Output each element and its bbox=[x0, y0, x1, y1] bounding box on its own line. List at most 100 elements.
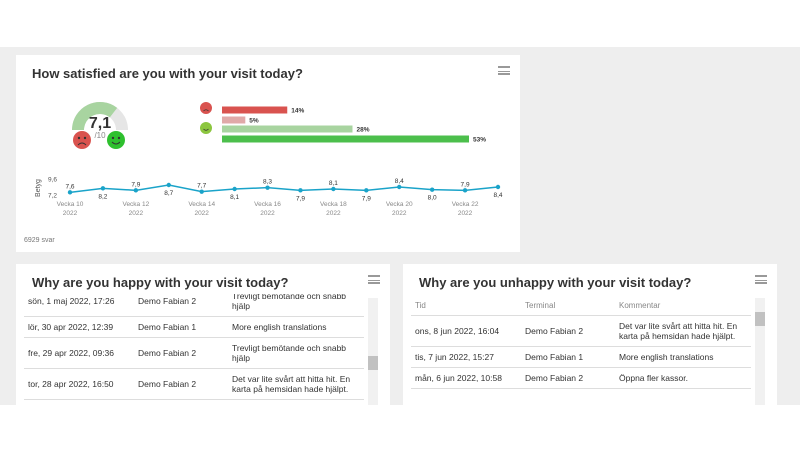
menu-button[interactable] bbox=[368, 275, 380, 284]
trend-point bbox=[364, 188, 369, 193]
trend-point bbox=[298, 188, 303, 193]
table-cell: Öppna fler kassor. bbox=[619, 373, 688, 383]
bar-value-label: 5% bbox=[249, 118, 259, 125]
distribution-bar bbox=[222, 135, 469, 143]
x-tick-label: Vecka 16 bbox=[254, 201, 281, 208]
y-tick-label: 7,2 bbox=[48, 193, 57, 200]
header-cell: Terminal bbox=[525, 301, 556, 310]
happy-face-small bbox=[200, 122, 212, 134]
happy-card: Why are you happy with your visit today?… bbox=[16, 264, 390, 405]
trend-point bbox=[331, 186, 336, 192]
point-label: 7,7 bbox=[197, 183, 206, 190]
point-label: 7,6 bbox=[65, 183, 74, 190]
menu-button[interactable] bbox=[498, 66, 510, 75]
x-tick-label: Vecka 20 bbox=[386, 201, 413, 208]
table-cell: More english translations bbox=[619, 352, 714, 362]
scroll-thumb[interactable] bbox=[755, 312, 765, 326]
table-cell: Demo Fabian 1 bbox=[525, 352, 584, 362]
trend-line bbox=[69, 184, 499, 194]
bar-value-label: 53% bbox=[473, 137, 486, 144]
y-axis-label: Betyg bbox=[35, 179, 42, 197]
card-title: Why are you happy with your visit today? bbox=[32, 275, 289, 290]
trend-point bbox=[429, 187, 435, 192]
table-header: Tid Terminal Kommentar bbox=[411, 296, 751, 316]
card-title: Why are you unhappy with your visit toda… bbox=[419, 275, 692, 290]
point-label: 7,9 bbox=[296, 195, 305, 202]
trend-point bbox=[100, 186, 106, 191]
table-cell: tor, 28 apr 2022, 16:50 bbox=[28, 379, 114, 389]
point-label: 7,9 bbox=[362, 195, 371, 202]
trend-point bbox=[462, 188, 468, 193]
x-tick-label: Vecka 10 bbox=[57, 201, 84, 208]
trend-point bbox=[199, 189, 204, 194]
x-tick-year: 2022 bbox=[326, 210, 341, 217]
table-cell: Demo Fabian 2 bbox=[138, 348, 197, 358]
trend-point bbox=[232, 186, 237, 192]
scrollbar[interactable] bbox=[755, 298, 765, 405]
point-label: 8,1 bbox=[329, 180, 338, 187]
bar-value-label: 14% bbox=[291, 108, 304, 115]
bar-value-label: 28% bbox=[356, 127, 369, 134]
point-label: 8,1 bbox=[230, 194, 239, 201]
x-tick-label: Vecka 22 bbox=[452, 201, 479, 208]
point-label: 8,7 bbox=[164, 190, 173, 197]
trend-point bbox=[397, 184, 402, 190]
table-cell: Demo Fabian 2 bbox=[525, 326, 584, 336]
header-cell: Kommentar bbox=[619, 301, 661, 310]
x-tick-label: Vecka 18 bbox=[320, 201, 347, 208]
table-cell: Demo Fabian 2 bbox=[138, 379, 197, 389]
unhappy-card: Why are you unhappy with your visit toda… bbox=[403, 264, 777, 405]
trend-point bbox=[67, 190, 73, 195]
table-row[interactable]: tis, 7 jun 2022, 15:27 Demo Fabian 1 More … bbox=[411, 347, 751, 368]
x-tick-label: Vecka 14 bbox=[188, 201, 215, 208]
trend-point bbox=[133, 188, 139, 193]
point-label: 8,0 bbox=[428, 195, 437, 202]
x-tick-year: 2022 bbox=[392, 210, 407, 217]
response-count: 6929 svar bbox=[24, 237, 55, 244]
trend-point bbox=[495, 184, 501, 190]
table: Tid Terminal Kommentar ons, 8 jun 2022, 16:… bbox=[411, 296, 751, 389]
point-label: 8,4 bbox=[493, 192, 502, 199]
trend-point bbox=[265, 185, 270, 190]
scrollbar[interactable] bbox=[368, 298, 378, 405]
table-cell: Det var lite svårt att hitta hit. En kar… bbox=[232, 374, 351, 394]
table-cell: Trevligt bemötande och snabb hjälp bbox=[232, 294, 347, 311]
table-cell: lör, 30 apr 2022, 12:39 bbox=[28, 322, 114, 332]
header-cell: Tid bbox=[415, 301, 426, 310]
table-cell: Demo Fabian 2 bbox=[138, 296, 197, 306]
point-label: 8,4 bbox=[395, 178, 404, 185]
table-cell: Det var lite svårt att hitta hit. En kar… bbox=[619, 321, 738, 341]
table: sön, 1 maj 2022, 17:26 Demo Fabian 2 Trevl… bbox=[24, 294, 364, 405]
x-tick-label: Vecka 12 bbox=[122, 201, 149, 208]
distribution-bar bbox=[222, 106, 288, 114]
table-row[interactable]: mån, 6 jun 2022, 10:58 Demo Fabian 2 Öppna… bbox=[411, 368, 751, 389]
trend-point bbox=[166, 182, 171, 188]
score-max: /10 bbox=[94, 131, 106, 140]
card-title: How satisfied are you with your visit to… bbox=[32, 66, 303, 81]
distribution-bar bbox=[222, 116, 246, 124]
happy-face bbox=[107, 131, 125, 149]
x-tick-year: 2022 bbox=[129, 210, 144, 217]
table-viewport: sön, 1 maj 2022, 17:26 Demo Fabian 2 Trevl… bbox=[16, 294, 390, 405]
x-tick-year: 2022 bbox=[260, 210, 275, 217]
menu-button[interactable] bbox=[755, 275, 767, 284]
table-row[interactable]: sön, 1 maj 2022, 17:26 Demo Fabian 2 Trevl… bbox=[24, 294, 364, 317]
table-row[interactable]: ons, 8 jun 2022, 16:04 Demo Fabian 2 Det v… bbox=[411, 316, 751, 347]
x-tick-year: 2022 bbox=[458, 210, 473, 217]
table-row[interactable]: lör, 30 apr 2022, 12:39 Demo Fabian 1 More… bbox=[24, 317, 364, 338]
table-cell: Demo Fabian 1 bbox=[138, 322, 197, 332]
scroll-thumb[interactable] bbox=[368, 356, 378, 370]
distribution-bar bbox=[222, 125, 353, 133]
table-cell: sön, 1 maj 2022, 17:26 bbox=[28, 296, 115, 306]
sad-face-small bbox=[200, 102, 212, 114]
point-label: 7,9 bbox=[461, 181, 470, 188]
point-label: 7,9 bbox=[131, 181, 140, 188]
point-label: 8,2 bbox=[98, 193, 107, 200]
point-label: 8,3 bbox=[263, 179, 272, 186]
sad-face bbox=[73, 131, 91, 149]
score: 7,1 bbox=[89, 115, 111, 132]
table-row[interactable]: tor, 28 apr 2022, 16:50 Demo Fabian 2 Det … bbox=[24, 369, 364, 400]
table-row[interactable]: fre, 29 apr 2022, 09:36 Demo Fabian 2 Trev… bbox=[24, 338, 364, 369]
satisfaction-card: How satisfied are you with your visit to… bbox=[16, 55, 520, 252]
